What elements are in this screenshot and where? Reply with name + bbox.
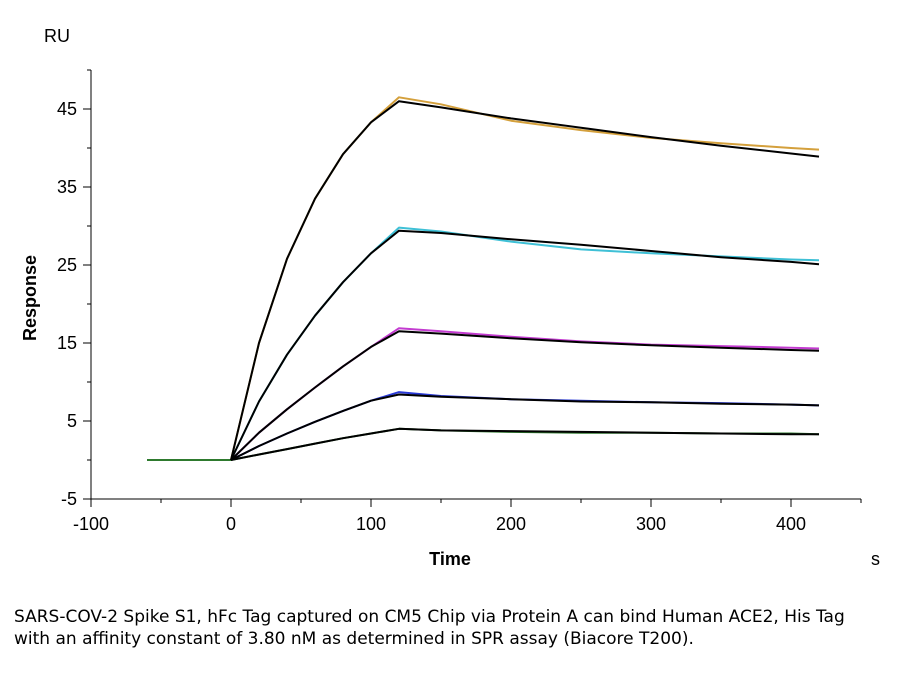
y-axis-label: Response	[20, 255, 40, 341]
x-tick-label: 200	[496, 514, 526, 534]
y-tick-label: 45	[57, 99, 77, 119]
fit-curve-3	[230, 330, 820, 461]
x-unit-label: s	[871, 549, 880, 569]
fit-layer	[230, 100, 820, 461]
y-tick-label: 15	[57, 333, 77, 353]
y-tick-label: 25	[57, 255, 77, 275]
y-tick-label: 5	[67, 411, 77, 431]
y-tick-label: -5	[61, 489, 77, 509]
fit-curve-4	[230, 393, 820, 461]
x-tick-label: -100	[73, 514, 109, 534]
x-tick-label: 0	[226, 514, 236, 534]
spr-chart: -5 5 15 25 35 45 -100 0 100 200 300 400 RU Response…	[20, 26, 880, 569]
x-tick-label: 100	[356, 514, 386, 534]
fit-curve-1	[230, 100, 820, 461]
response-curve-1	[147, 96, 820, 461]
axes: -5 5 15 25 35 45 -100 0 100 200 300 400	[57, 69, 862, 534]
series-layer	[147, 96, 820, 461]
y-tick-label: 35	[57, 177, 77, 197]
y-unit-label: RU	[44, 26, 70, 46]
x-axis-label: Time	[429, 549, 471, 569]
fit-curve-5	[230, 427, 819, 461]
figure-caption: SARS-COV-2 Spike S1, hFc Tag captured on…	[14, 607, 845, 649]
fit-curve-2	[230, 229, 820, 461]
x-tick-label: 400	[776, 514, 806, 534]
x-tick-label: 300	[636, 514, 666, 534]
